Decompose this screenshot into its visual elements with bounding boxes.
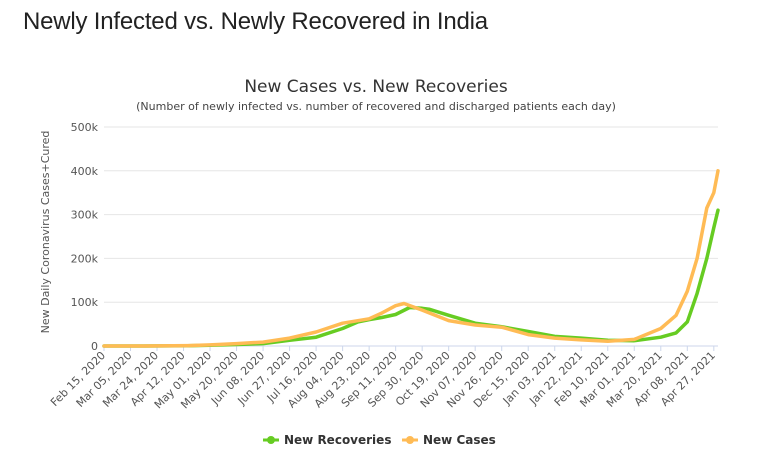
y-tick-label: 100k: [71, 296, 99, 309]
legend-marker: [267, 436, 275, 444]
legend-item-new-cases[interactable]: New Cases: [402, 433, 496, 447]
chart-title: New Cases vs. New Recoveries: [244, 77, 508, 97]
legend-label: New Recoveries: [284, 433, 391, 447]
y-tick-label: 500k: [71, 121, 99, 134]
y-tick-label: 400k: [71, 165, 99, 178]
y-axis-label: New Daily Coronavirus Cases+Cured: [39, 131, 52, 334]
legend-label: New Cases: [423, 433, 496, 447]
series-line-new-recoveries: [102, 208, 720, 348]
y-tick-label: 300k: [71, 209, 99, 222]
chart-subtitle: (Number of newly infected vs. number of …: [136, 100, 616, 113]
legend-item-new-recoveries[interactable]: New Recoveries: [263, 433, 391, 447]
y-tick-label: 0: [91, 340, 98, 353]
y-tick-label: 200k: [71, 252, 99, 265]
series-line-new-cases: [102, 169, 720, 348]
legend-marker: [406, 436, 414, 444]
page-title: Newly Infected vs. Newly Recovered in In…: [23, 8, 488, 35]
